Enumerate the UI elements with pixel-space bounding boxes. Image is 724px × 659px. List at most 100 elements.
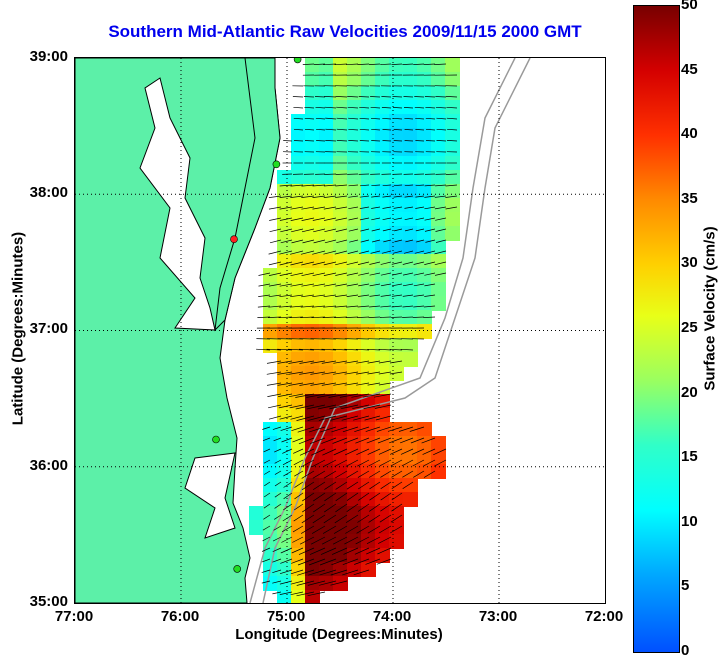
velocity-arrow <box>332 348 348 351</box>
velocity-arrow <box>301 217 315 221</box>
velocity-cell <box>319 226 334 241</box>
velocity-cell <box>305 590 320 603</box>
velocity-cell <box>431 268 446 283</box>
velocity-cell <box>417 240 432 255</box>
velocity-cell <box>361 338 376 353</box>
velocity-arrow <box>310 348 326 351</box>
velocity-arrow <box>359 128 370 131</box>
velocity-arrow <box>341 415 359 421</box>
velocity-cell <box>361 268 376 283</box>
velocity-arrow <box>274 514 282 520</box>
velocity-cell <box>333 72 348 87</box>
velocity-arrow <box>277 348 293 351</box>
velocity-arrow <box>310 536 326 545</box>
velocity-arrow <box>377 547 392 555</box>
velocity-cell <box>347 534 362 549</box>
velocity-cell <box>305 366 320 381</box>
velocity-cell <box>347 324 362 339</box>
velocity-arrow <box>323 272 337 276</box>
velocity-arrow <box>447 128 458 131</box>
velocity-cell <box>347 506 362 521</box>
velocity-arrow <box>334 514 348 524</box>
velocity-cell <box>347 352 362 367</box>
velocity-arrow <box>323 195 337 198</box>
velocity-cell <box>389 142 404 157</box>
velocity-arrow <box>359 217 370 221</box>
velocity-arrow <box>335 283 348 287</box>
velocity-arrow <box>335 206 348 210</box>
colorbar-tick: 5 <box>681 577 690 594</box>
velocity-cell <box>291 562 306 577</box>
colorbar-tick: 15 <box>681 448 698 465</box>
velocity-arrow <box>415 129 425 131</box>
velocity-arrow <box>423 250 436 255</box>
velocity-arrow <box>323 470 337 479</box>
velocity-arrow <box>399 437 414 444</box>
velocity-cell <box>347 212 362 227</box>
velocity-arrow <box>424 294 436 297</box>
velocity-arrow <box>414 106 425 109</box>
velocity-arrow <box>335 503 348 513</box>
velocity-arrow <box>382 217 392 221</box>
velocity-cell <box>375 128 390 143</box>
velocity-arrow <box>357 459 370 467</box>
velocity-arrow <box>424 184 436 187</box>
velocity-cell <box>375 296 390 311</box>
velocity-arrow <box>348 184 359 187</box>
velocity-arrow <box>280 547 293 554</box>
velocity-arrow <box>389 348 403 351</box>
velocity-cell <box>375 464 390 479</box>
velocity-arrow <box>362 393 381 398</box>
velocity-arrow <box>294 470 304 477</box>
velocity-cell <box>347 254 362 269</box>
velocity-cell <box>403 492 418 507</box>
velocity-arrow <box>360 239 370 243</box>
velocity-cell <box>361 296 376 311</box>
velocity-arrow <box>268 415 282 420</box>
velocity-arrow <box>267 393 282 397</box>
velocity-arrow <box>345 514 359 523</box>
velocity-arrow <box>300 316 315 319</box>
velocity-cell <box>347 170 362 185</box>
velocity-cell <box>277 548 292 563</box>
velocity-arrow <box>319 426 337 433</box>
velocity-arrow <box>266 371 282 375</box>
velocity-arrow <box>321 382 337 386</box>
velocity-arrow <box>313 63 326 65</box>
colorbar-tick: 30 <box>681 254 698 271</box>
velocity-arrow <box>257 316 271 318</box>
velocity-arrow <box>357 63 370 65</box>
velocity-arrow <box>279 283 293 287</box>
velocity-arrow <box>290 283 304 287</box>
velocity-arrow <box>288 393 304 398</box>
velocity-cell <box>361 478 376 493</box>
velocity-arrow <box>445 184 458 187</box>
velocity-cell <box>403 464 418 479</box>
velocity-cell <box>347 366 362 381</box>
velocity-arrow <box>403 107 414 109</box>
velocity-arrow <box>321 348 337 351</box>
velocity-arrow <box>279 580 293 585</box>
velocity-arrow <box>279 569 293 575</box>
velocity-cell <box>277 198 292 213</box>
velocity-arrow <box>402 470 414 478</box>
velocity-arrow <box>445 173 458 175</box>
velocity-arrow <box>312 206 326 210</box>
velocity-arrow <box>380 503 392 512</box>
velocity-cell <box>305 324 320 339</box>
velocity-arrow <box>310 371 326 375</box>
y-tick-label: 37:00 <box>29 320 68 337</box>
velocity-arrow <box>378 360 392 364</box>
velocity-arrow <box>380 261 392 265</box>
velocity-arrow <box>262 525 271 531</box>
velocity-arrow <box>348 195 359 198</box>
velocity-cell <box>347 338 362 353</box>
velocity-arrow <box>330 580 348 586</box>
velocity-arrow <box>313 503 326 513</box>
velocity-arrow <box>290 415 304 420</box>
velocity-arrow <box>274 459 282 464</box>
velocity-cell <box>375 170 390 185</box>
velocity-cell <box>291 198 306 213</box>
velocity-arrow <box>298 547 315 555</box>
velocity-cell <box>333 86 348 101</box>
